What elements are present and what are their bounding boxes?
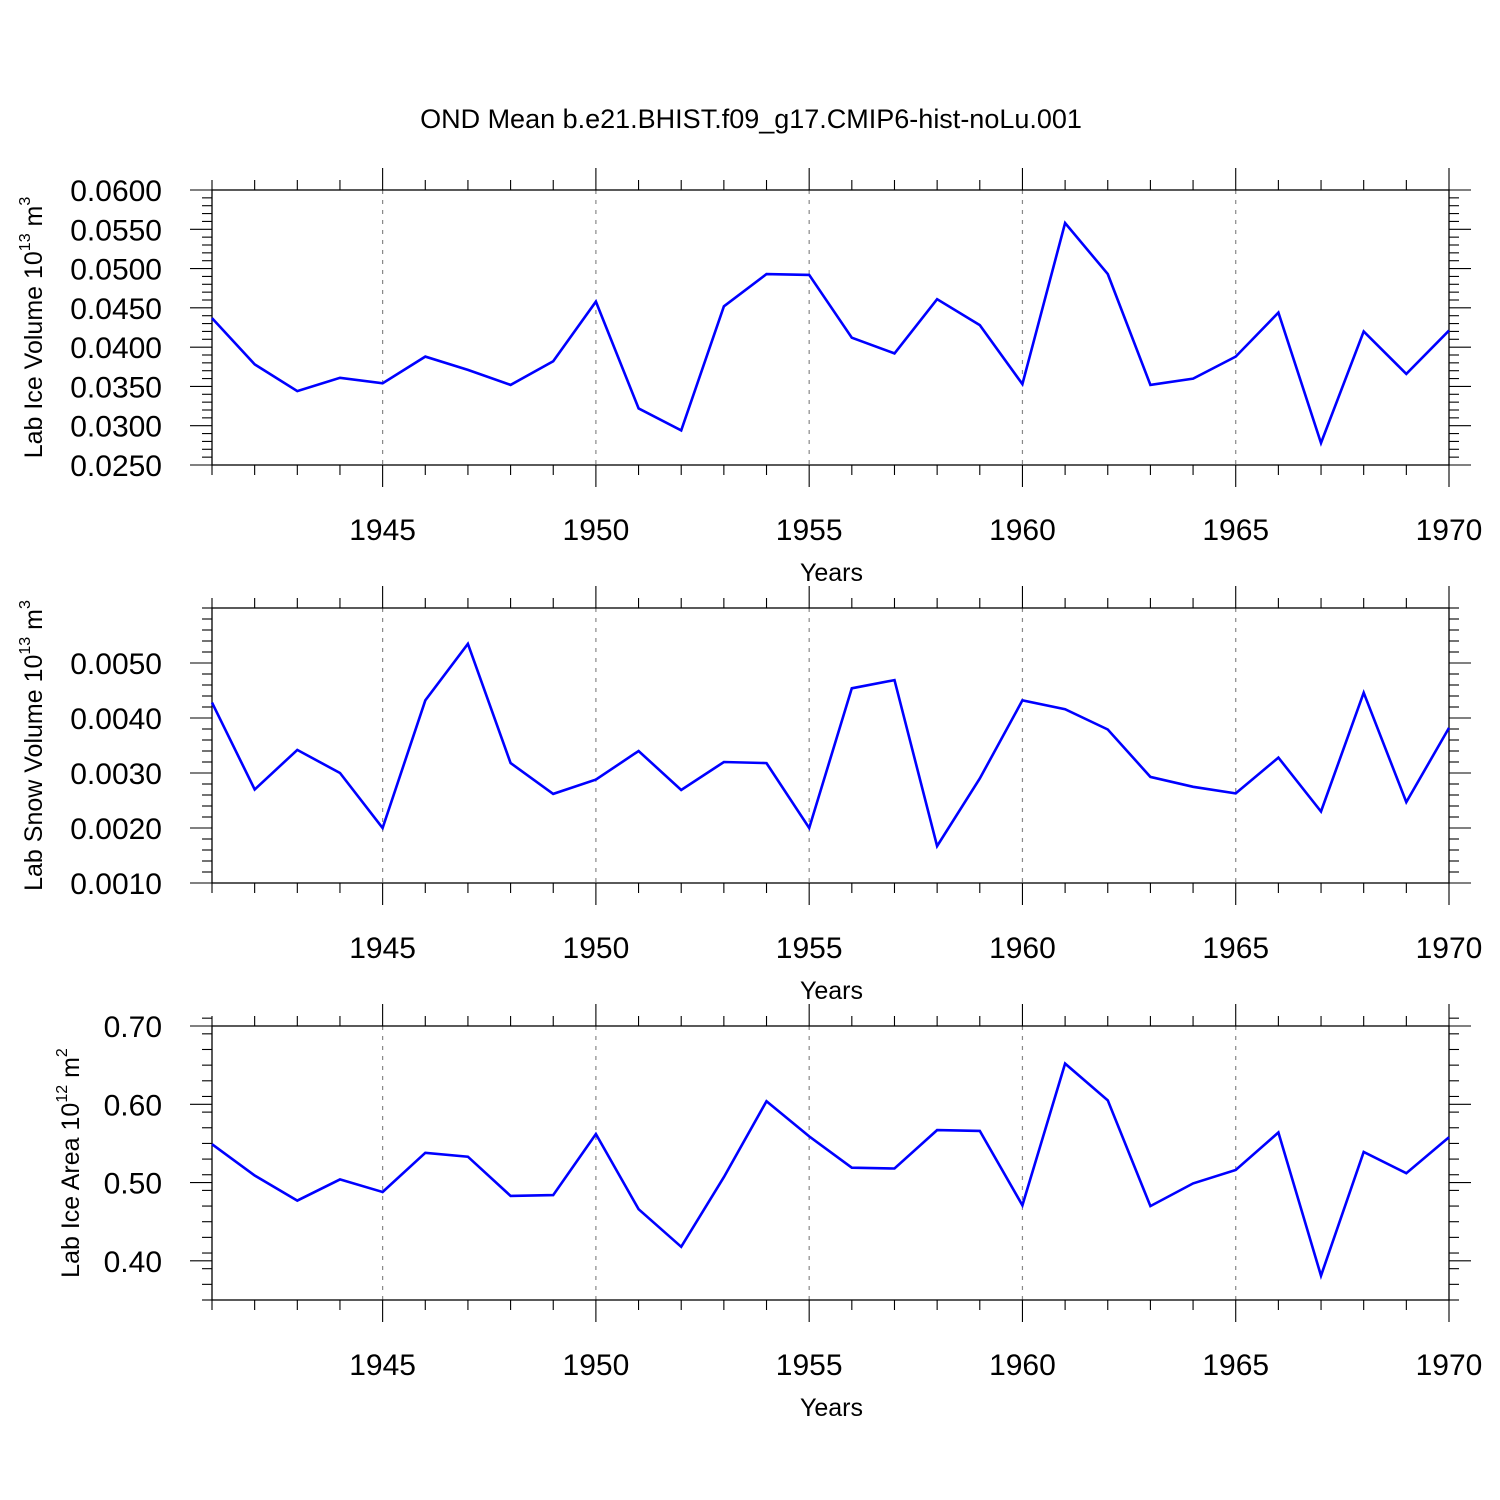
x-tick-label: 1955 (776, 514, 843, 547)
series-line-ice-volume (211, 220, 1450, 447)
plot-frame (211, 607, 1450, 884)
x-tick-label: 1970 (1416, 514, 1483, 547)
x-tick-label: 1945 (349, 1349, 416, 1382)
x-axis-title: Years (800, 1394, 863, 1422)
plot-frame (211, 1025, 1450, 1301)
y-axis-title-main: Lab Ice Volume 10 (20, 251, 48, 458)
x-tick-label: 1950 (563, 1349, 630, 1382)
chart-panel-snow-volume: 1945 1950 1955 1960 1965 1970 0.0010 0.0020 0.00… (17, 586, 1482, 1005)
x-tick-label: 1945 (349, 932, 416, 965)
y-tick-label: 0.0020 (70, 813, 162, 846)
y-tick-label: 0.0040 (70, 703, 162, 736)
figure-title: OND Mean b.e21.BHIST.f09_g17.CMIP6-hist-… (420, 104, 1082, 134)
plot-frame (211, 189, 1450, 466)
y-tick-label: 0.0050 (70, 648, 162, 681)
panels: 1945 1950 1955 1960 1965 1970 0.0250 0.0300 0.03… (17, 168, 1482, 1422)
y-axis-title-unit-exponent: 3 (17, 197, 34, 206)
y-tick-label: 0.40 (104, 1246, 162, 1279)
x-tick-label: 1965 (1202, 932, 1269, 965)
y-tick-label: 0.0450 (70, 293, 162, 326)
y-tick-label: 0.0010 (70, 868, 162, 901)
y-tick-label: 0.0030 (70, 758, 162, 791)
y-axis-title-unit: m (20, 206, 48, 234)
y-axis-title-unit: m (57, 1057, 85, 1085)
y-tick-label: 0.50 (104, 1168, 162, 1201)
y-tick-label: 0.0300 (70, 411, 162, 444)
y-tick-label: 0.0550 (70, 214, 162, 247)
chart-panel-ice-volume: 1945 1950 1955 1960 1965 1970 0.0250 0.0300 0.03… (17, 168, 1482, 587)
series-line-ice-area (211, 1061, 1450, 1280)
x-tick-label: 1955 (776, 1349, 843, 1382)
x-tick-label: 1970 (1416, 932, 1483, 965)
y-axis-title-exponent: 12 (54, 1085, 71, 1103)
x-tick-label: 1950 (563, 932, 630, 965)
y-tick-label: 0.0400 (70, 332, 162, 365)
chart-panel-ice-area: 1945 1950 1955 1960 1965 1970 0.40 0.50 0.60 0.70… (54, 1004, 1482, 1422)
y-axis-title-unit-exponent: 3 (17, 600, 34, 609)
y-axis-title-main: Lab Snow Volume 10 (20, 655, 48, 891)
x-tick-label: 1960 (989, 1349, 1056, 1382)
x-tick-label: 1965 (1202, 1349, 1269, 1382)
y-tick-label: 0.70 (104, 1011, 162, 1044)
y-axis-title-unit-exponent: 2 (54, 1048, 71, 1057)
x-tick-label: 1970 (1416, 1349, 1483, 1382)
y-tick-label: 0.0600 (70, 175, 162, 208)
x-axis-title: Years (800, 559, 863, 587)
series-line-snow-volume (210, 641, 1451, 850)
y-tick-label: 0.60 (104, 1089, 162, 1122)
x-tick-label: 1965 (1202, 514, 1269, 547)
y-axis-title-unit: m (20, 609, 48, 637)
y-axis-title: Lab Ice Volume 1013 m3 (17, 197, 48, 459)
y-axis-title-exponent: 13 (17, 233, 34, 251)
x-tick-label: 1960 (989, 514, 1056, 547)
y-axis-title: Lab Ice Area 1012 m2 (54, 1048, 85, 1278)
y-axis-title-exponent: 13 (17, 637, 34, 655)
x-tick-label: 1955 (776, 932, 843, 965)
y-axis-title-main: Lab Ice Area 10 (57, 1103, 85, 1278)
y-tick-label: 0.0350 (70, 371, 162, 404)
x-tick-label: 1950 (563, 514, 630, 547)
x-tick-label: 1960 (989, 932, 1056, 965)
x-tick-label: 1945 (349, 514, 416, 547)
x-axis-title: Years (800, 977, 863, 1005)
y-axis-title: Lab Snow Volume 1013 m3 (17, 600, 48, 891)
y-tick-label: 0.0500 (70, 254, 162, 287)
y-tick-label: 0.0250 (70, 450, 162, 483)
